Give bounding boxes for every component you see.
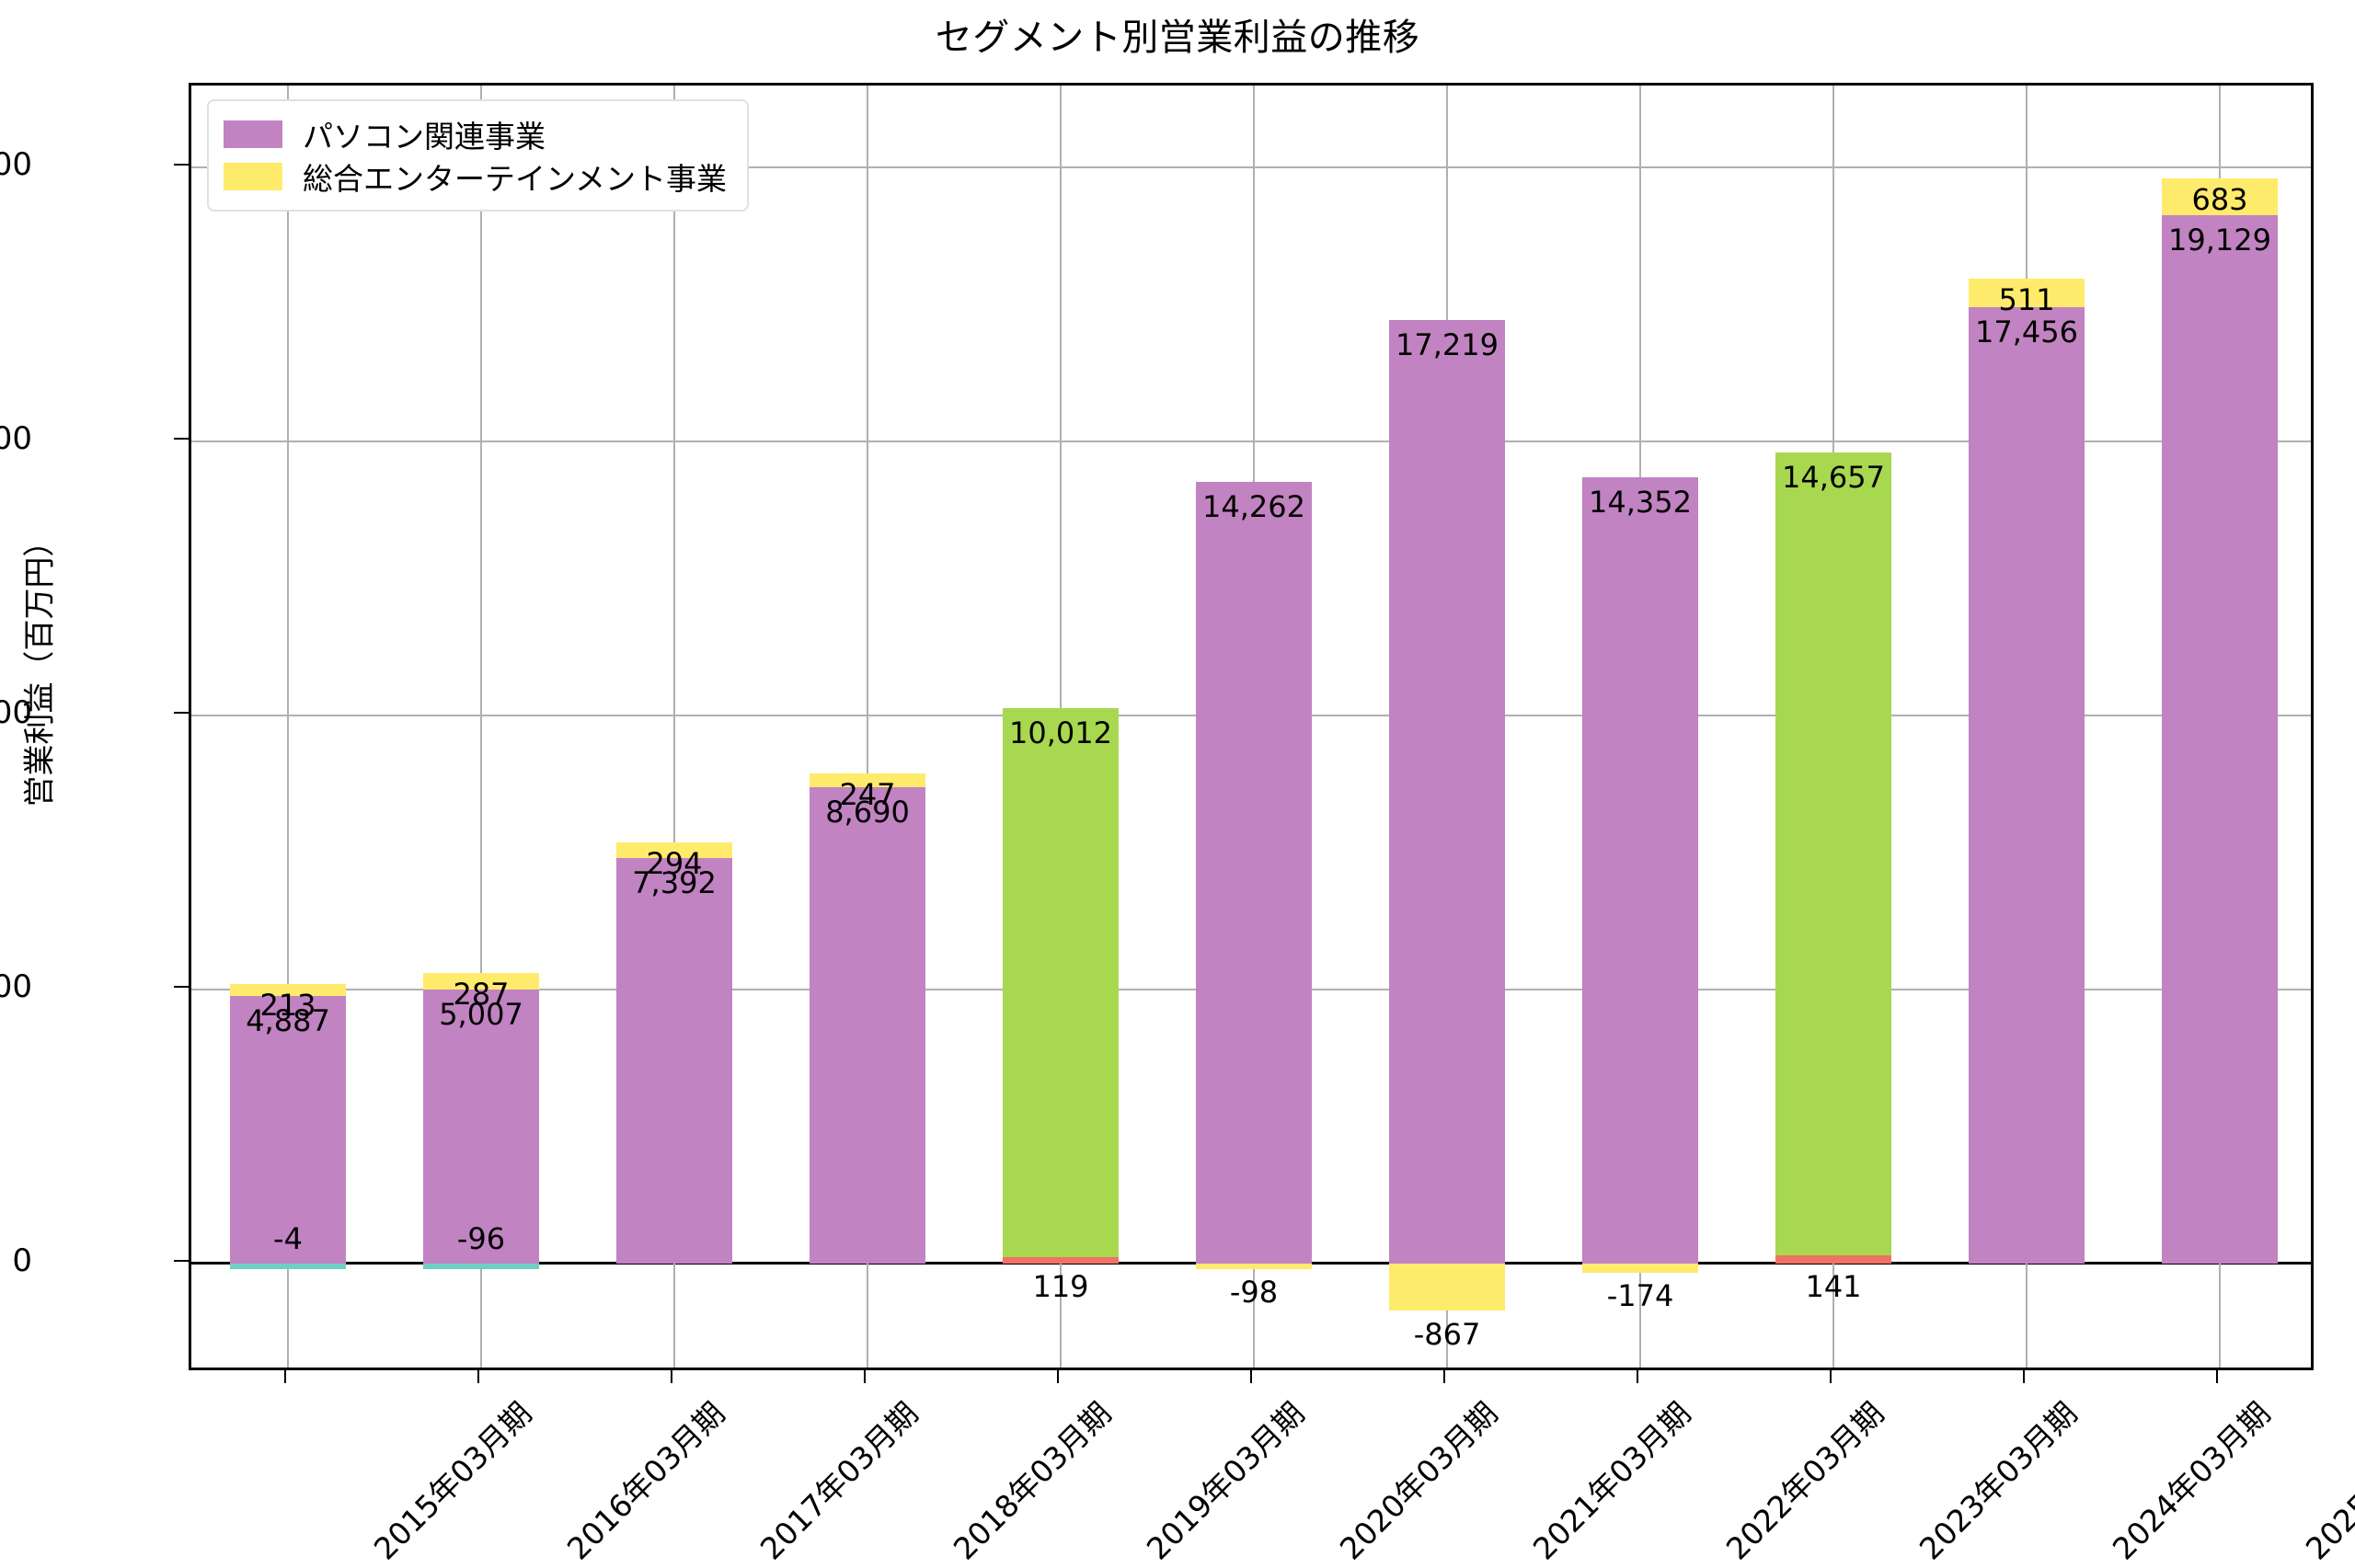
- bar-segment-main: [1775, 452, 1891, 1256]
- bar-segment-entertainment: [616, 841, 732, 859]
- legend-swatch-icon: [224, 163, 282, 190]
- y-axis-tick-label: 15,000: [0, 420, 32, 458]
- bar-segment-entertainment-negative: [1389, 1263, 1505, 1311]
- x-axis-tick-label: 2021年03月期: [1525, 1394, 1698, 1567]
- legend-item-label: 総合エンターテインメント事業: [303, 161, 728, 197]
- plot-inner: 213 4,887 -4 287 5,007 -96 294 7,392 247 8,690 10,…: [191, 86, 2311, 1368]
- x-axis-tick-label: 2025年03月期: [2298, 1394, 2355, 1567]
- chart-title: セグメント別営業利益の推移: [935, 17, 1420, 59]
- bar-value-label-bottom: 141: [1805, 1268, 1862, 1304]
- bar-value-label-main: 19,129: [2168, 223, 2271, 258]
- bar-value-label-bottom: -4: [273, 1220, 303, 1256]
- bar-value-label-top: 247: [839, 777, 896, 813]
- x-axis-tick-label: 2016年03月期: [559, 1394, 732, 1567]
- y-axis-tick-mark: [174, 712, 189, 715]
- y-axis-tick-label: 5,000: [0, 967, 32, 1005]
- bar-value-label-bottom: -96: [456, 1220, 506, 1256]
- bar-value-label-bottom: -98: [1229, 1274, 1279, 1310]
- bar-segment-main: [230, 995, 346, 1264]
- bar-value-label-bottom: -867: [1413, 1316, 1481, 1352]
- x-axis-tick-mark: [1637, 1370, 1638, 1383]
- bar-value-label-bottom: 119: [1032, 1268, 1089, 1304]
- bar-segment-entertainment-negative: [1196, 1263, 1312, 1269]
- x-axis-tick-mark: [1250, 1370, 1252, 1383]
- x-axis-tick-mark: [1443, 1370, 1445, 1383]
- bar-segment-entertainment: [810, 773, 925, 788]
- x-axis-tick-label: 2024年03月期: [2105, 1394, 2278, 1567]
- bar-value-label-main: 5,007: [439, 996, 523, 1032]
- bar-segment-main: [1389, 320, 1505, 1264]
- x-axis-tick-label: 2020年03月期: [1332, 1394, 1505, 1567]
- bar-segment-main: [1582, 476, 1698, 1264]
- legend-item: 総合エンターテインメント事業: [224, 155, 727, 198]
- vertical-gridline: [287, 86, 289, 1368]
- x-axis-tick-mark: [2023, 1370, 2025, 1383]
- vertical-gridline: [673, 86, 675, 1368]
- x-axis-tick-label: 2019年03月期: [1139, 1394, 1312, 1567]
- legend: パソコン関連事業 総合エンターテインメント事業: [207, 99, 750, 212]
- bar-segment-main: [616, 858, 732, 1264]
- bar-segment-other: [230, 1263, 346, 1269]
- bar-value-label-top: 287: [453, 977, 510, 1013]
- horizontal-gridline: [191, 166, 2311, 169]
- x-axis-tick-label: 2018年03月期: [946, 1394, 1119, 1567]
- x-axis-tick-mark: [864, 1370, 866, 1383]
- horizontal-gridline: [191, 441, 2311, 443]
- y-axis-tick-label: 10,000: [0, 694, 32, 732]
- legend-item-label: パソコン関連事業: [303, 119, 546, 155]
- bar-segment-main: [1196, 482, 1312, 1264]
- bar-value-label-main: 7,392: [632, 865, 717, 901]
- bar-value-label-main: 14,657: [1782, 460, 1885, 496]
- x-axis-tick-mark: [2216, 1370, 2218, 1383]
- vertical-gridline: [867, 86, 868, 1368]
- bar-value-label-main: 17,219: [1396, 327, 1499, 363]
- bar-segment-entertainment: [2162, 177, 2278, 216]
- bar-segment-main: [2162, 215, 2278, 1264]
- bar-segment-base: [1775, 1255, 1891, 1264]
- bar-segment-main: [810, 787, 925, 1264]
- bar-value-label-main: 4,887: [246, 1002, 330, 1038]
- legend-item: パソコン関連事業: [224, 113, 727, 155]
- bar-value-label-main: 17,456: [1975, 314, 2078, 349]
- x-axis-tick-mark: [1057, 1370, 1059, 1383]
- vertical-gridline: [480, 86, 482, 1368]
- x-axis-tick-mark: [1830, 1370, 1832, 1383]
- bar-segment-entertainment: [423, 973, 539, 990]
- bar-value-label-bottom: -174: [1606, 1278, 1674, 1314]
- bar-value-label-main: 10,012: [1009, 715, 1112, 751]
- bar-segment-base: [1003, 1256, 1119, 1264]
- x-axis-tick-mark: [284, 1370, 286, 1383]
- bar-segment-other: [423, 1263, 539, 1269]
- x-axis-tick-mark: [477, 1370, 479, 1383]
- x-axis-tick-label: 2015年03月期: [366, 1394, 539, 1567]
- plot-area: 213 4,887 -4 287 5,007 -96 294 7,392 247 8,690 10,…: [189, 83, 2314, 1370]
- x-axis-tick-label: 2022年03月期: [1718, 1394, 1891, 1567]
- y-axis-tick-mark: [174, 164, 189, 166]
- y-axis-tick-mark: [174, 1259, 189, 1262]
- bar-value-label-top: 294: [646, 845, 703, 881]
- bar-value-label-top: 511: [1998, 282, 2055, 318]
- y-axis-tick-label: 20,000: [0, 146, 32, 184]
- bar-segment-main: [1003, 708, 1119, 1257]
- y-axis-tick-mark: [174, 985, 189, 988]
- bar-segment-main: [423, 989, 539, 1264]
- bar-segment-main: [1969, 306, 2085, 1264]
- bar-segment-entertainment-negative: [1582, 1263, 1698, 1274]
- x-axis-tick-label: 2023年03月期: [1912, 1394, 2085, 1567]
- legend-swatch-icon: [224, 120, 282, 148]
- bar-segment-entertainment: [230, 984, 346, 996]
- x-axis-tick-mark: [671, 1370, 672, 1383]
- bar-value-label-main: 14,352: [1589, 484, 1692, 520]
- bar-value-label-top: 683: [2191, 181, 2248, 217]
- bar-segment-entertainment: [1969, 279, 2085, 307]
- bar-value-label-top: 213: [259, 988, 316, 1024]
- bar-value-label-main: 8,690: [825, 795, 910, 830]
- y-axis-tick-label: 0: [12, 1242, 32, 1279]
- y-axis-tick-mark: [174, 438, 189, 441]
- bar-value-label-main: 14,262: [1202, 489, 1305, 525]
- x-axis-tick-label: 2017年03月期: [752, 1394, 925, 1567]
